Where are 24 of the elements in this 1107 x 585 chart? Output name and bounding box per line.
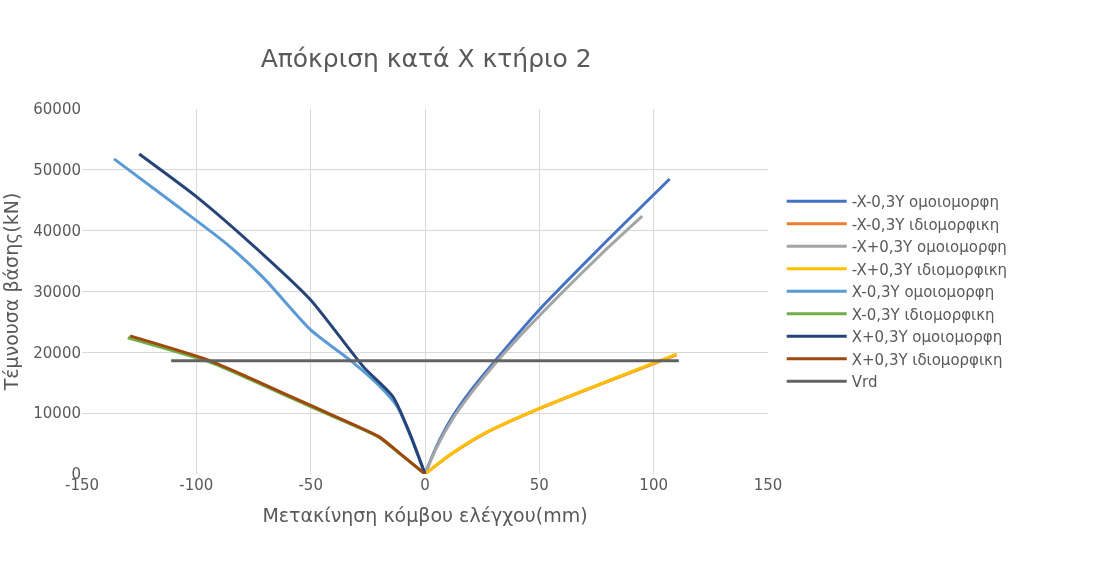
x-tick-label: -100: [179, 476, 214, 494]
y-tick-label: 50000: [33, 161, 81, 180]
x-tick-label: 100: [639, 476, 668, 494]
legend-label: Vrd: [851, 373, 878, 392]
legend-label: -X+0,3Y ιδιομορφικη: [851, 260, 1008, 279]
x-tick-label: 150: [753, 476, 783, 494]
legend-label: X+0,3Y ιδιομορφικη: [851, 350, 1003, 369]
y-tick-label: 20000: [33, 343, 81, 362]
legend-label: X-0,3Y ιδιομορφικη: [851, 305, 995, 324]
x-axis-title: Μετακίνηση κόμβου ελέγχου(mm): [262, 503, 588, 526]
legend-label: X+0,3Y ομοιομορφη: [851, 328, 1003, 347]
legend-label: -X+0,3Y ομοιομορφη: [851, 238, 1007, 257]
y-tick-label: 30000: [33, 282, 81, 301]
x-tick-label: 0: [420, 476, 430, 494]
y-axis-title: Τέμνουσα βάσης(kN): [0, 192, 22, 392]
chart-title: Απόκριση κατά X κτήριο 2: [260, 44, 592, 74]
legend-label: -X-0,3Y ιδιομορφικη: [851, 215, 1000, 234]
y-tick-label: 60000: [33, 100, 81, 119]
x-tick-label: -50: [298, 476, 323, 494]
legend-label: X-0,3Y ομοιομορφη: [851, 283, 995, 302]
y-tick-label: 40000: [33, 221, 81, 240]
x-tick-label: 50: [529, 476, 549, 494]
legend-label: -X-0,3Y ομοιομορφη: [851, 193, 999, 212]
y-tick-label: 10000: [33, 404, 81, 423]
